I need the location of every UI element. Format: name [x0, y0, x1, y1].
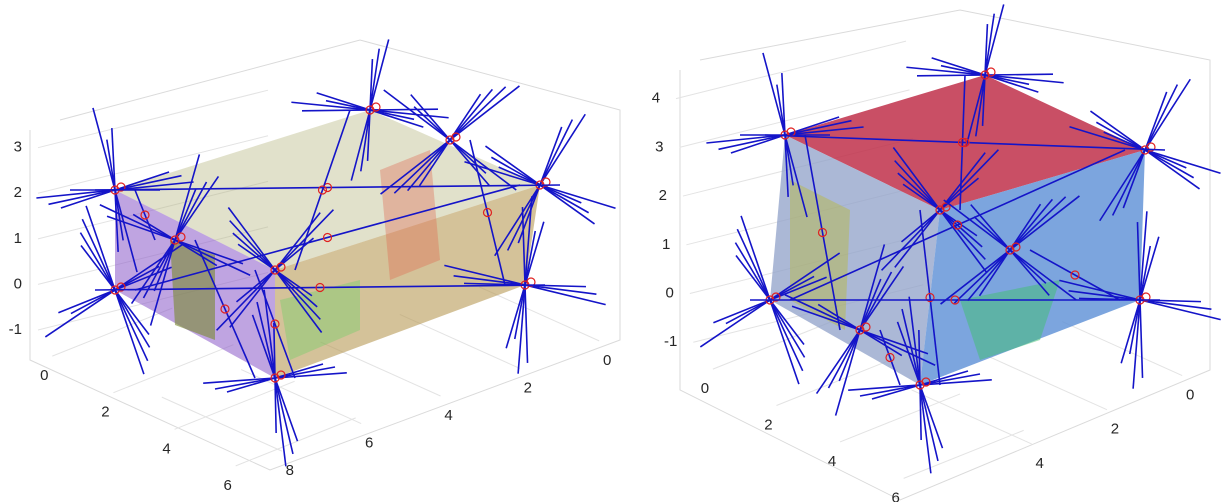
z-tick-label: 3: [655, 138, 663, 155]
grid-line: [241, 370, 361, 424]
z-tick-label: 1: [662, 236, 670, 253]
figure: -1 0 1 2 3 0 2 4 6 0 2 4 6 8 -1 0 1 2 3 4 0 2 4 6 0 2 4: [0, 0, 1225, 502]
x-tick-label: 2: [524, 379, 532, 396]
z-tick-label: 3: [14, 139, 22, 156]
x-tick-label: 6: [365, 435, 373, 452]
grid-line: [1062, 322, 1182, 376]
grid-line: [912, 390, 1032, 444]
grid-line: [713, 321, 833, 369]
y-tick-label: 0: [40, 367, 48, 384]
z-tick-label: -1: [664, 333, 677, 350]
y-tick-label: 6: [224, 477, 232, 494]
z-tick-label: 1: [14, 230, 22, 247]
grid-line: [676, 41, 906, 98]
z-tick-label: 4: [652, 90, 660, 107]
grid-line: [113, 345, 233, 393]
x-tick-label: 4: [1035, 455, 1043, 472]
x-tick-label: 2: [1111, 421, 1119, 438]
y-tick-label: 2: [101, 404, 109, 421]
y-tick-label: 4: [162, 440, 170, 457]
x-tick-label: 4: [444, 407, 452, 424]
x-tick-label: 0: [1186, 387, 1194, 404]
y-tick-label: 6: [891, 489, 899, 502]
fit-line: [917, 74, 1053, 76]
z-tick-label: 2: [14, 184, 22, 201]
z-tick-label: 0: [14, 275, 22, 292]
grid-line: [236, 418, 356, 466]
grid-line: [162, 397, 282, 451]
x-tick-label: 8: [286, 462, 294, 479]
y-tick-label: 2: [764, 416, 772, 433]
y-tick-label: 4: [828, 453, 836, 470]
grid-line: [840, 394, 960, 442]
z-tick-label: 0: [666, 284, 674, 301]
x-tick-label: 0: [603, 352, 611, 369]
z-tick-label: 2: [659, 187, 667, 204]
y-tick-label: 0: [701, 380, 709, 397]
z-tick-label: -1: [9, 321, 22, 338]
grid-line: [38, 90, 268, 148]
grid-line: [987, 356, 1107, 410]
